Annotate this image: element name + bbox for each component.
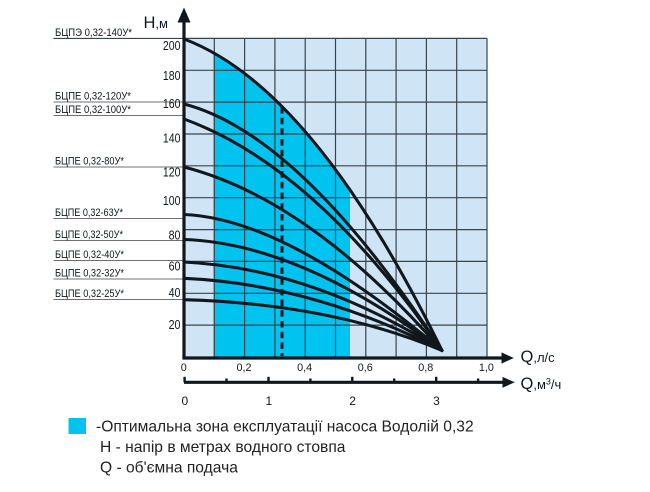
svg-text:БЦПЕ 0,32-50У*: БЦПЕ 0,32-50У* (55, 229, 124, 241)
svg-text:1: 1 (265, 394, 272, 408)
svg-text:180: 180 (163, 69, 181, 83)
svg-text:-Оптимальна зона експлуатації: -Оптимальна зона експлуатації насоса Вод… (96, 419, 474, 436)
svg-text:3: 3 (433, 394, 440, 408)
svg-text:200: 200 (163, 39, 181, 53)
svg-text:Q - об'ємна подача: Q - об'ємна подача (100, 460, 238, 477)
svg-text:0: 0 (182, 394, 189, 408)
svg-text:160: 160 (163, 97, 181, 111)
svg-text:БЦПЕ 0,32-25У*: БЦПЕ 0,32-25У* (55, 288, 125, 300)
svg-text:40: 40 (169, 286, 181, 300)
svg-text:Q,л/с: Q,л/с (521, 348, 556, 366)
svg-text:0,8: 0,8 (418, 362, 433, 374)
svg-text:2: 2 (349, 394, 356, 408)
svg-text:0: 0 (181, 362, 187, 374)
svg-text:0,6: 0,6 (358, 362, 373, 374)
svg-text:БЦПЕ 0,32-100У*: БЦПЕ 0,32-100У* (55, 104, 132, 116)
svg-text:1,0: 1,0 (479, 362, 494, 374)
svg-text:140: 140 (163, 132, 181, 146)
svg-text:0,4: 0,4 (297, 362, 312, 374)
svg-text:Q,м3/ч: Q,м3/ч (521, 375, 562, 393)
svg-text:60: 60 (169, 260, 181, 274)
svg-text:Н,м: Н,м (144, 14, 169, 32)
svg-text:0,2: 0,2 (236, 362, 251, 374)
svg-text:БЦПЭ 0,32-140У*: БЦПЭ 0,32-140У* (55, 27, 133, 39)
svg-text:120: 120 (163, 165, 181, 179)
svg-text:80: 80 (169, 229, 181, 243)
svg-text:БЦПЕ 0,32-40У*: БЦПЕ 0,32-40У* (55, 249, 125, 261)
svg-text:БЦПЕ 0,32-80У*: БЦПЕ 0,32-80У* (55, 155, 125, 167)
svg-text:Н - напір в метрах водного сто: Н - напір в метрах водного стовпа (100, 439, 346, 456)
svg-text:БЦПЕ 0,32-32У*: БЦПЕ 0,32-32У* (55, 267, 125, 279)
svg-text:БЦПЕ 0,32-120У*: БЦПЕ 0,32-120У* (55, 90, 132, 102)
svg-text:БЦПЕ 0,32-63У*: БЦПЕ 0,32-63У* (55, 207, 124, 219)
svg-text:20: 20 (169, 318, 181, 332)
svg-text:100: 100 (163, 194, 181, 208)
